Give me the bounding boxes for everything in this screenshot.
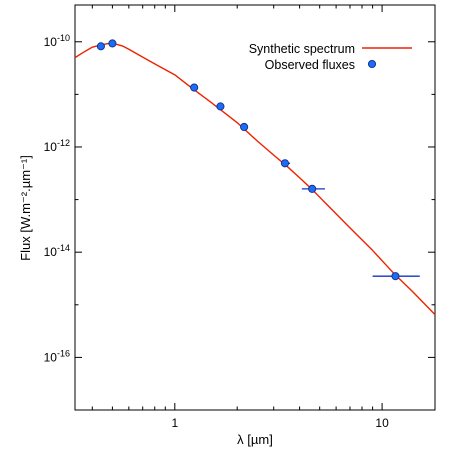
model-layer [74, 42, 436, 316]
tick-labels: 1 10 10-10 10-12 10-14 10-16 [44, 33, 389, 430]
y-tick-label: 10-16 [44, 348, 70, 364]
legend-label-observed-fluxes: Observed fluxes [265, 58, 355, 72]
legend: Synthetic spectrum Observed fluxes [249, 42, 412, 72]
observed-flux-point [108, 39, 117, 48]
legend-swatch-point [367, 59, 377, 69]
observed-flux-point [280, 159, 290, 168]
observed-flux-point [240, 122, 249, 132]
x-axis-label: λ [µm] [237, 432, 273, 447]
synthetic-spectrum-line [74, 42, 436, 316]
observed-flux-point [391, 272, 400, 281]
observed-flux-point [190, 83, 199, 92]
y-tick-label: 10-10 [44, 33, 70, 49]
x-tick-label: 1 [171, 416, 178, 430]
plot-frame [74, 4, 436, 411]
observed-flux-point [308, 184, 317, 193]
y-tick-label: 10-12 [44, 138, 70, 154]
y-axis-label: Flux [W.m⁻².µm⁻¹] [18, 155, 33, 261]
legend-label-synthetic-spectrum: Synthetic spectrum [249, 42, 355, 56]
y-tick-label: 10-14 [44, 243, 70, 259]
observed-flux-point [216, 102, 225, 111]
x-tick-label: 10 [375, 416, 389, 430]
points-layer [96, 39, 420, 281]
observed-flux-point [96, 42, 105, 51]
tick-marks [75, 5, 435, 411]
